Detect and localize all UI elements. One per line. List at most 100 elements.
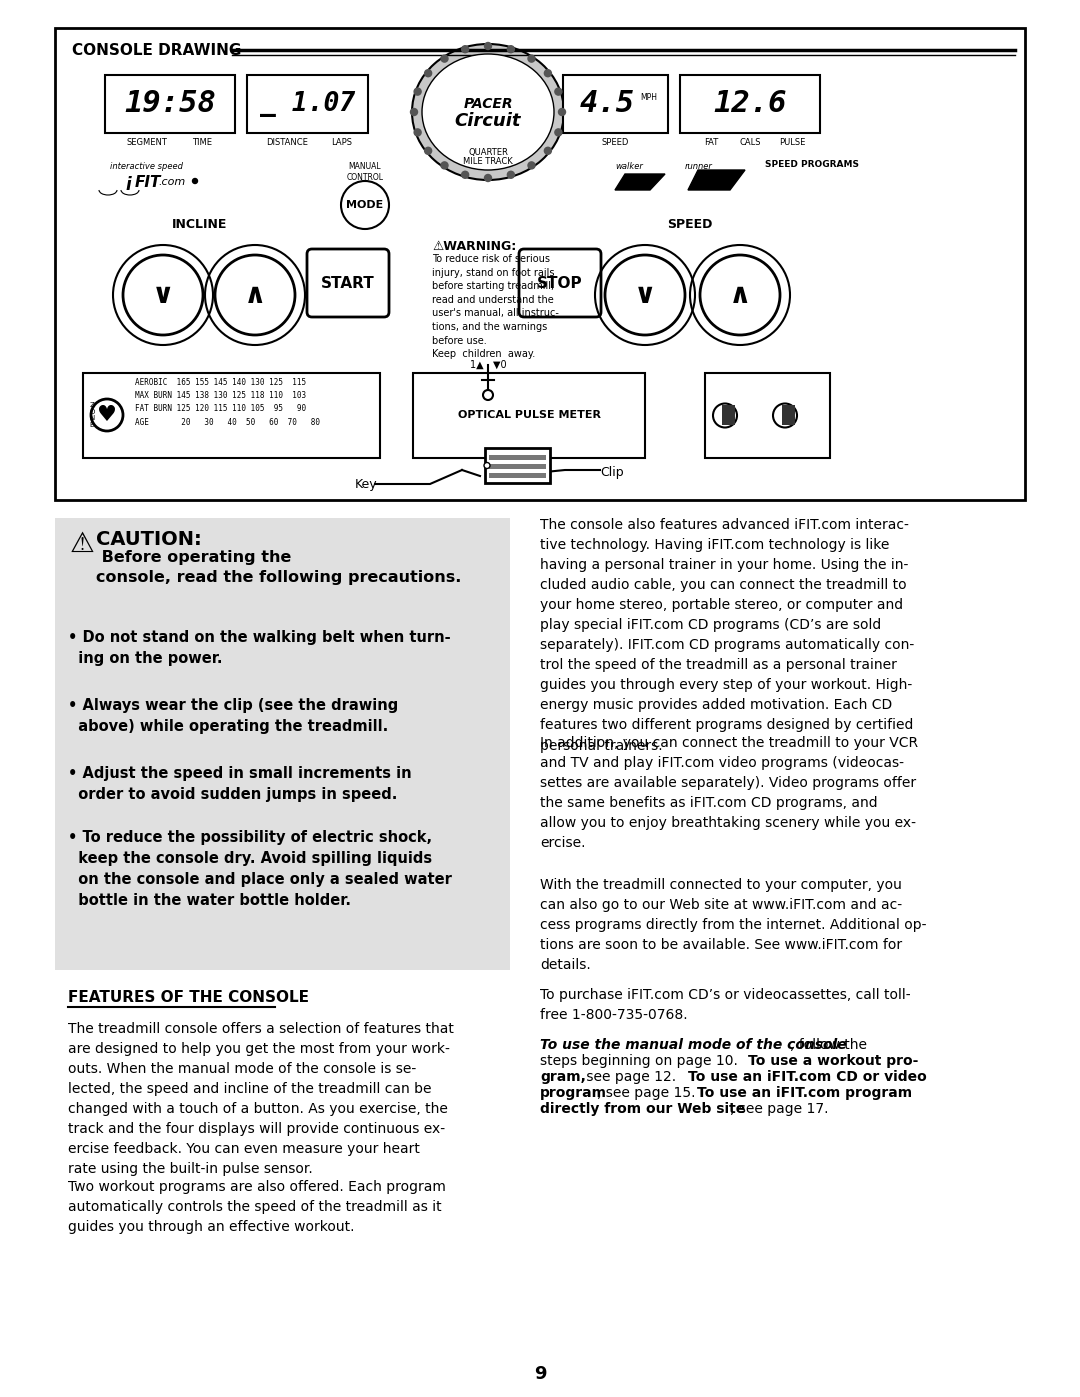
Bar	[105, 75, 235, 133]
Circle shape	[528, 54, 535, 61]
Text: FAT: FAT	[704, 138, 718, 147]
Circle shape	[441, 162, 448, 169]
Bar	[723, 405, 730, 425]
Circle shape	[713, 404, 737, 427]
Circle shape	[215, 256, 295, 335]
Text: ♥: ♥	[97, 405, 117, 425]
Text: To use an iFIT.com program: To use an iFIT.com program	[697, 1085, 913, 1099]
Circle shape	[544, 70, 552, 77]
Text: 12.6: 12.6	[713, 89, 786, 119]
Bar	[489, 474, 546, 478]
Text: Clip: Clip	[600, 467, 623, 479]
Circle shape	[508, 172, 514, 179]
Circle shape	[91, 400, 123, 432]
Text: .com: .com	[158, 177, 186, 187]
Text: • Do not stand on the walking belt when turn-
  ing on the power.: • Do not stand on the walking belt when …	[68, 630, 450, 666]
Polygon shape	[688, 170, 745, 190]
Circle shape	[461, 172, 469, 179]
Text: The treadmill console offers a selection of features that
are designed to help y: The treadmill console offers a selection…	[68, 1023, 454, 1176]
Text: • Always wear the clip (see the drawing
  above) while operating the treadmill.: • Always wear the clip (see the drawing …	[68, 698, 399, 733]
Text: 9: 9	[534, 1365, 546, 1383]
Text: To use an iFIT.com CD or video: To use an iFIT.com CD or video	[688, 1070, 927, 1084]
Text: ∨: ∨	[634, 281, 657, 309]
Bar	[55, 518, 510, 970]
Text: , see page 17.: , see page 17.	[730, 1102, 828, 1116]
Ellipse shape	[411, 43, 564, 180]
Bar	[247, 75, 368, 133]
Text: 4.5: 4.5	[580, 89, 635, 119]
FancyBboxPatch shape	[519, 249, 600, 317]
Text: To reduce risk of serious
injury, stand on foot rails
before starting treadmill,: To reduce risk of serious injury, stand …	[432, 254, 558, 359]
Text: 1▲   ▼0: 1▲ ▼0	[470, 360, 507, 370]
Text: SPEED PROGRAMS: SPEED PROGRAMS	[765, 161, 859, 169]
Text: INCLINE: INCLINE	[173, 218, 228, 231]
Bar	[55, 28, 1025, 500]
Text: ∧: ∧	[729, 281, 752, 309]
Circle shape	[544, 147, 552, 154]
Bar	[563, 75, 669, 133]
Circle shape	[414, 129, 421, 136]
Text: ⚠: ⚠	[70, 529, 95, 557]
Text: , see page 15.: , see page 15.	[597, 1085, 700, 1099]
Bar	[489, 455, 546, 460]
Circle shape	[483, 390, 492, 400]
Text: MPH: MPH	[640, 94, 658, 102]
Text: To purchase iFIT.com CD’s or videocassettes, call toll-
free 1-800-735-0768.: To purchase iFIT.com CD’s or videocasset…	[540, 988, 910, 1023]
Bar	[727, 405, 735, 425]
Circle shape	[555, 88, 562, 95]
Text: Two workout programs are also offered. Each program
automatically controls the s: Two workout programs are also offered. E…	[68, 1180, 446, 1234]
Text: PULSE: PULSE	[779, 138, 806, 147]
Circle shape	[528, 162, 535, 169]
Circle shape	[441, 54, 448, 61]
Text: Z
O
N
E: Z O N E	[90, 402, 95, 427]
FancyBboxPatch shape	[307, 249, 389, 317]
Text: directly from our Web site: directly from our Web site	[540, 1102, 745, 1116]
Text: Circuit: Circuit	[455, 112, 522, 130]
Bar	[485, 448, 550, 483]
Text: MANUAL
CONTROL: MANUAL CONTROL	[347, 162, 383, 182]
Text: SEGMENT: SEGMENT	[126, 138, 167, 147]
Circle shape	[700, 256, 780, 335]
Text: FEATURES OF THE CONSOLE: FEATURES OF THE CONSOLE	[68, 990, 309, 1004]
Text: To use the manual mode of the console: To use the manual mode of the console	[540, 1038, 847, 1052]
Circle shape	[424, 70, 432, 77]
Text: Key: Key	[355, 478, 378, 490]
Text: CONSOLE DRAWING: CONSOLE DRAWING	[72, 43, 241, 59]
Polygon shape	[615, 175, 665, 190]
Text: walker: walker	[615, 162, 643, 170]
Text: LAPS: LAPS	[330, 138, 352, 147]
Bar	[787, 405, 795, 425]
Circle shape	[424, 147, 432, 154]
Text: The console also features advanced iFIT.com interac-
tive technology. Having iFI: The console also features advanced iFIT.…	[540, 518, 915, 753]
Ellipse shape	[422, 54, 554, 170]
Text: OPTICAL PULSE METER: OPTICAL PULSE METER	[458, 411, 600, 420]
Text: MODE: MODE	[347, 200, 383, 210]
Text: In addition, you can connect the treadmill to your VCR
and TV and play iFIT.com : In addition, you can connect the treadmi…	[540, 736, 918, 851]
Text: runner: runner	[685, 162, 713, 170]
Text: TIME: TIME	[192, 138, 213, 147]
Circle shape	[414, 88, 421, 95]
Circle shape	[485, 42, 491, 49]
Text: i: i	[125, 176, 131, 194]
Bar	[705, 373, 831, 458]
Text: To use a workout pro-: To use a workout pro-	[748, 1053, 918, 1067]
Bar	[413, 373, 645, 458]
Text: SPEED: SPEED	[667, 218, 713, 231]
Text: MILE TRACK: MILE TRACK	[463, 156, 513, 166]
Circle shape	[555, 129, 562, 136]
Text: 19:58: 19:58	[124, 89, 216, 119]
Text: ∨: ∨	[152, 281, 174, 309]
Text: interactive speed: interactive speed	[110, 162, 183, 170]
Text: , follow the: , follow the	[789, 1038, 867, 1052]
Bar	[782, 405, 789, 425]
Circle shape	[484, 462, 490, 468]
Text: QUARTER: QUARTER	[468, 148, 508, 156]
Circle shape	[123, 256, 203, 335]
Text: steps beginning on page 10.: steps beginning on page 10.	[540, 1053, 742, 1067]
Text: STOP: STOP	[537, 275, 583, 291]
Text: CALS: CALS	[739, 138, 760, 147]
Text: gram,: gram,	[540, 1070, 585, 1084]
Circle shape	[341, 182, 389, 229]
Text: START: START	[321, 275, 375, 291]
Text: • To reduce the possibility of electric shock,
  keep the console dry. Avoid spi: • To reduce the possibility of electric …	[68, 830, 451, 908]
